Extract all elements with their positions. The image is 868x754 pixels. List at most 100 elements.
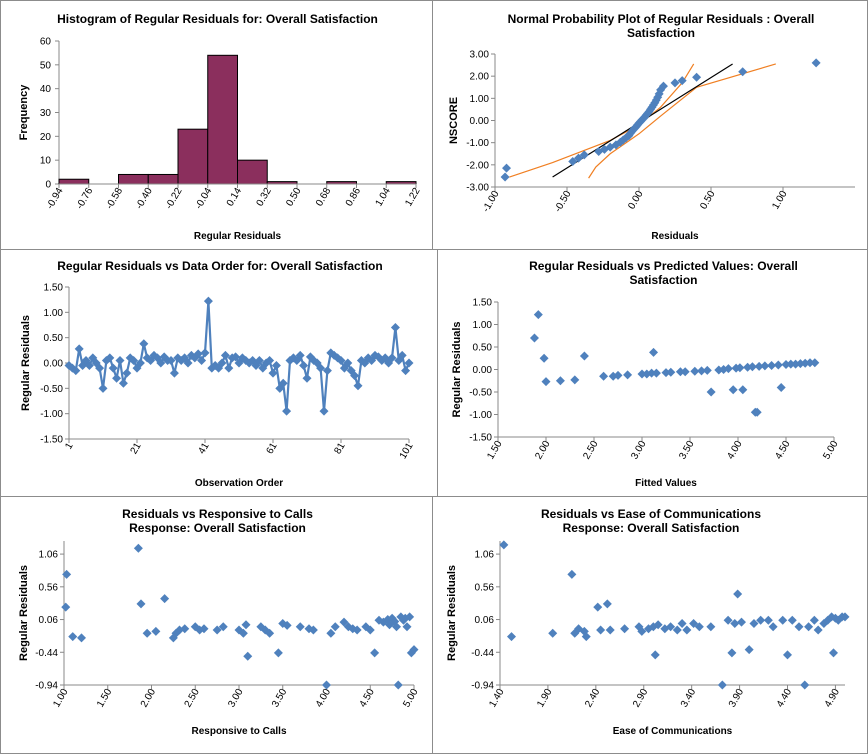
histogram-bar — [237, 159, 268, 185]
data-point — [677, 76, 687, 86]
y-tick-label: -0.50 — [40, 384, 63, 395]
data-point — [199, 624, 209, 634]
histogram-bar — [177, 128, 209, 185]
y-tick-label: 10 — [40, 156, 52, 167]
data-point — [579, 150, 589, 160]
data-point — [139, 339, 149, 349]
data-point — [295, 622, 305, 632]
data-point — [727, 648, 737, 658]
x-tick-label: 1.04 — [374, 186, 393, 209]
histogram-bar — [118, 173, 149, 185]
confidence-band-upper — [509, 63, 695, 178]
y-tick-label: -2.00 — [466, 160, 489, 171]
data-point — [84, 361, 94, 371]
chart-subtitle: Response: Overall Satisfaction — [129, 521, 306, 535]
data-point — [380, 353, 390, 363]
x-tick-label: 3.90 — [727, 687, 746, 710]
data-point — [706, 622, 716, 632]
data-point — [658, 81, 668, 91]
data-point — [570, 628, 580, 638]
data-point — [370, 648, 380, 658]
data-point — [392, 622, 401, 632]
y-tick-label: 0.50 — [44, 333, 64, 344]
data-point — [295, 350, 305, 360]
data-point — [122, 368, 132, 378]
normal-probability-chart: Normal Probability Plot of Regular Resid… — [448, 12, 855, 242]
data-point — [650, 650, 660, 660]
data-point — [212, 625, 222, 635]
x-tick-label: -0.04 — [193, 186, 214, 212]
x-axis-label: Fitted Values — [635, 478, 697, 489]
data-point — [207, 363, 217, 373]
y-tick-label: -0.44 — [35, 648, 58, 659]
data-point — [760, 361, 770, 371]
data-point — [781, 360, 791, 370]
y-tick-label: -3.00 — [466, 183, 489, 194]
data-point — [605, 625, 615, 635]
x-tick-label: 0.32 — [255, 186, 274, 209]
data-point — [620, 624, 630, 634]
data-point — [800, 680, 810, 690]
data-point — [309, 355, 319, 365]
data-point — [390, 323, 400, 333]
data-point — [282, 620, 292, 630]
data-point — [754, 361, 764, 371]
data-point — [533, 310, 543, 320]
data-point — [142, 353, 152, 363]
data-point — [265, 355, 275, 365]
y-tick-label: 1.00 — [44, 308, 64, 319]
x-axis-label: Responsive to Calls — [191, 726, 286, 737]
y-tick-label: 0.00 — [44, 359, 64, 370]
y-axis-label: Regular Residuals — [451, 322, 463, 418]
x-tick-label: 1.90 — [535, 687, 554, 710]
data-point — [653, 620, 663, 630]
data-point — [251, 361, 261, 371]
x-tick-label: -0.22 — [164, 186, 185, 212]
data-point — [756, 615, 766, 625]
data-point — [649, 347, 659, 357]
data-point — [152, 353, 162, 363]
data-point — [680, 367, 690, 377]
data-point — [692, 72, 702, 82]
x-tick-label: 4.50 — [358, 687, 377, 710]
data-point — [256, 622, 266, 632]
data-point — [401, 366, 411, 376]
data-point — [160, 594, 170, 604]
y-tick-label: 1.06 — [475, 550, 495, 561]
x-axis-label: Ease of Communications — [613, 726, 733, 737]
data-point — [190, 622, 200, 632]
y-axis-label: Regular Residuals — [20, 315, 32, 411]
data-point — [299, 361, 309, 371]
data-point — [133, 543, 143, 553]
data-point — [304, 624, 314, 634]
data-point — [241, 355, 251, 365]
data-point — [136, 599, 146, 609]
data-point — [728, 385, 738, 395]
data-point — [231, 352, 241, 362]
y-tick-label: -1.00 — [466, 138, 489, 149]
data-point — [776, 383, 786, 392]
data-point — [393, 680, 403, 690]
data-point — [689, 618, 699, 628]
y-tick-label: -1.00 — [40, 409, 63, 420]
data-point — [682, 625, 692, 635]
data-point — [570, 375, 580, 385]
data-point — [282, 406, 292, 416]
data-point — [809, 615, 819, 625]
chart-title: Regular Residuals vs Data Order for: Ove… — [57, 259, 382, 273]
x-axis-label: Residuals — [651, 231, 699, 242]
data-point — [180, 353, 190, 363]
x-tick-label: 2.00 — [139, 687, 158, 710]
data-point — [593, 602, 603, 612]
x-tick-label: 0.68 — [314, 186, 333, 209]
residuals-vs-ease-panel: Residuals vs Ease of Communications Respo… — [432, 496, 868, 754]
data-point — [827, 612, 837, 622]
y-tick-label: -1.50 — [40, 435, 63, 446]
histogram-chart: Histogram of Regular Residuals for: Over… — [18, 12, 423, 242]
data-point — [787, 615, 797, 625]
data-point — [829, 648, 838, 658]
data-point — [62, 569, 72, 579]
x-tick-label: 2.40 — [583, 687, 602, 710]
data-point — [730, 618, 740, 628]
x-tick-label: 3.00 — [226, 687, 245, 710]
